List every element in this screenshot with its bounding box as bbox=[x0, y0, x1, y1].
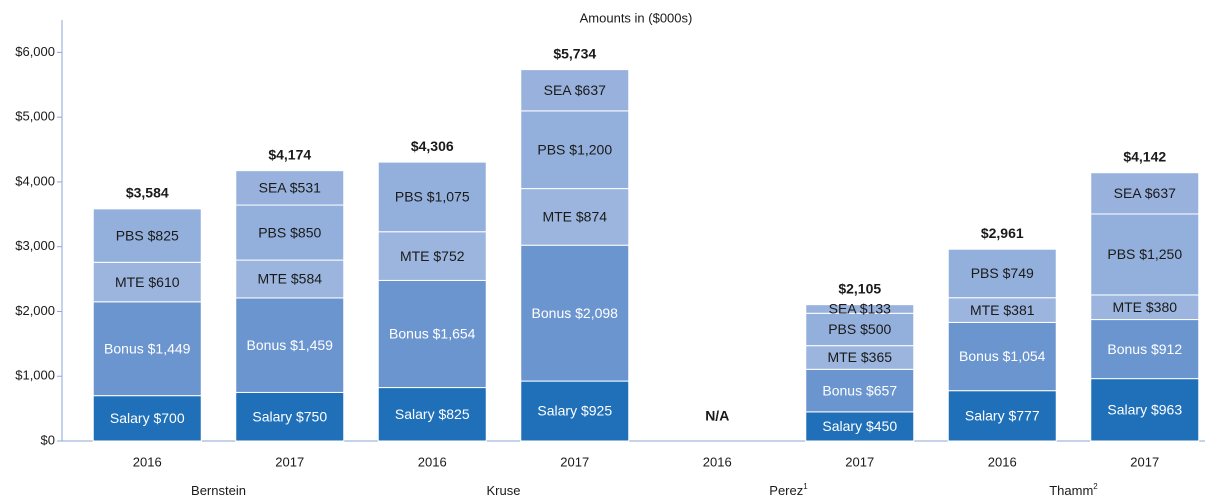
segment-label: Salary $963 bbox=[1107, 402, 1182, 418]
bar-segment bbox=[520, 69, 630, 112]
bar-segment bbox=[520, 188, 630, 246]
y-tick-label: $0 bbox=[41, 432, 55, 447]
y-tick-label: $1,000 bbox=[15, 368, 55, 383]
segment-label: Bonus $1,054 bbox=[959, 348, 1046, 364]
bar-segment bbox=[805, 304, 915, 314]
segment-label: Salary $825 bbox=[395, 406, 470, 422]
bar-segment bbox=[947, 248, 1057, 299]
segment-label: Bonus $912 bbox=[1107, 341, 1182, 357]
x-tick-label: 2017 bbox=[845, 454, 874, 469]
chart-subtitle: Amounts in ($000s) bbox=[580, 10, 693, 25]
x-tick-label: 2016 bbox=[988, 454, 1017, 469]
bar-segment bbox=[377, 161, 487, 233]
bar-segment bbox=[947, 321, 1057, 392]
bar-segment bbox=[1090, 172, 1200, 215]
segment-label: MTE $365 bbox=[827, 349, 892, 365]
total-label: $4,306 bbox=[411, 138, 454, 154]
group-label: Kruse bbox=[487, 483, 521, 498]
segment-label: MTE $381 bbox=[970, 302, 1035, 318]
group-name: Perez bbox=[769, 483, 803, 498]
segment-label: PBS $1,250 bbox=[1107, 246, 1182, 262]
bar-segment bbox=[805, 411, 915, 442]
x-tick-label: 2016 bbox=[418, 454, 447, 469]
group-label: Perez1 bbox=[769, 482, 808, 498]
group-label: Thamm2 bbox=[1049, 482, 1098, 498]
segment-label: MTE $874 bbox=[542, 209, 607, 225]
bar-segment bbox=[1090, 378, 1200, 442]
total-label: N/A bbox=[705, 408, 729, 424]
group-footnote: 2 bbox=[1093, 482, 1098, 491]
bar-segment bbox=[377, 231, 487, 281]
bar-segment bbox=[92, 301, 202, 397]
segment-label: PBS $500 bbox=[828, 321, 891, 337]
bar-segment bbox=[377, 387, 487, 442]
bar-segment bbox=[947, 297, 1057, 323]
segment-label: SEA $133 bbox=[829, 301, 891, 317]
segment-label: PBS $825 bbox=[116, 227, 179, 243]
segment-label: SEA $637 bbox=[544, 82, 606, 98]
bar-segment bbox=[520, 244, 630, 382]
bar-segment bbox=[805, 368, 915, 413]
bar-segment bbox=[1090, 294, 1200, 321]
segment-label: Bonus $1,449 bbox=[104, 340, 191, 356]
segment-label: PBS $1,200 bbox=[537, 141, 612, 157]
bar-segment bbox=[235, 170, 345, 206]
bar-segment bbox=[1090, 319, 1200, 380]
y-tick-label: $5,000 bbox=[15, 109, 55, 124]
bar-segment bbox=[235, 391, 345, 442]
bar-segment bbox=[520, 380, 630, 442]
total-label: $2,961 bbox=[981, 225, 1024, 241]
segment-label: SEA $531 bbox=[259, 180, 321, 196]
x-tick-label: 2016 bbox=[703, 454, 732, 469]
segment-label: Salary $450 bbox=[822, 418, 897, 434]
segment-label: Bonus $657 bbox=[822, 382, 897, 398]
x-tick-label: 2017 bbox=[275, 454, 304, 469]
segment-label: MTE $584 bbox=[257, 271, 322, 287]
total-label: $4,174 bbox=[268, 146, 311, 162]
bar-segment bbox=[520, 110, 630, 190]
bar-segment bbox=[1090, 213, 1200, 296]
segment-label: Salary $750 bbox=[252, 408, 327, 424]
segment-label: PBS $850 bbox=[258, 224, 321, 240]
segment-label: Salary $700 bbox=[110, 410, 185, 426]
segment-label: SEA $637 bbox=[1114, 185, 1176, 201]
y-tick-label: $4,000 bbox=[15, 173, 55, 188]
segment-label: PBS $749 bbox=[971, 265, 1034, 281]
y-tick-label: $6,000 bbox=[15, 44, 55, 59]
bar-segment bbox=[235, 297, 345, 393]
total-label: $5,734 bbox=[553, 45, 596, 61]
y-tick-label: $2,000 bbox=[15, 303, 55, 318]
segment-label: Bonus $2,098 bbox=[532, 305, 619, 321]
segment-label: Bonus $1,459 bbox=[247, 337, 334, 353]
total-label: $4,142 bbox=[1123, 148, 1166, 164]
group-name: Thamm bbox=[1049, 483, 1093, 498]
segment-label: Salary $777 bbox=[965, 408, 1040, 424]
total-label: $2,105 bbox=[838, 280, 881, 296]
group-footnote: 1 bbox=[803, 482, 808, 491]
x-tick-label: 2017 bbox=[560, 454, 589, 469]
x-tick-label: 2017 bbox=[1130, 454, 1159, 469]
segment-label: Bonus $1,654 bbox=[389, 326, 476, 342]
group-label: Bernstein bbox=[191, 483, 246, 498]
group-name: Kruse bbox=[487, 483, 521, 498]
bar-segment bbox=[947, 390, 1057, 442]
x-tick-label: 2016 bbox=[133, 454, 162, 469]
bar-segment bbox=[805, 312, 915, 347]
segment-label: Salary $925 bbox=[537, 403, 612, 419]
segment-label: PBS $1,075 bbox=[395, 189, 470, 205]
segment-label: MTE $610 bbox=[115, 274, 180, 290]
bar-segment bbox=[235, 204, 345, 261]
y-tick-label: $3,000 bbox=[15, 238, 55, 253]
bar-segment bbox=[92, 208, 202, 263]
total-label: $3,584 bbox=[126, 185, 169, 201]
segment-label: MTE $380 bbox=[1112, 299, 1177, 315]
group-name: Bernstein bbox=[191, 483, 246, 498]
segment-label: MTE $752 bbox=[400, 248, 465, 264]
bar-segment bbox=[92, 395, 202, 442]
